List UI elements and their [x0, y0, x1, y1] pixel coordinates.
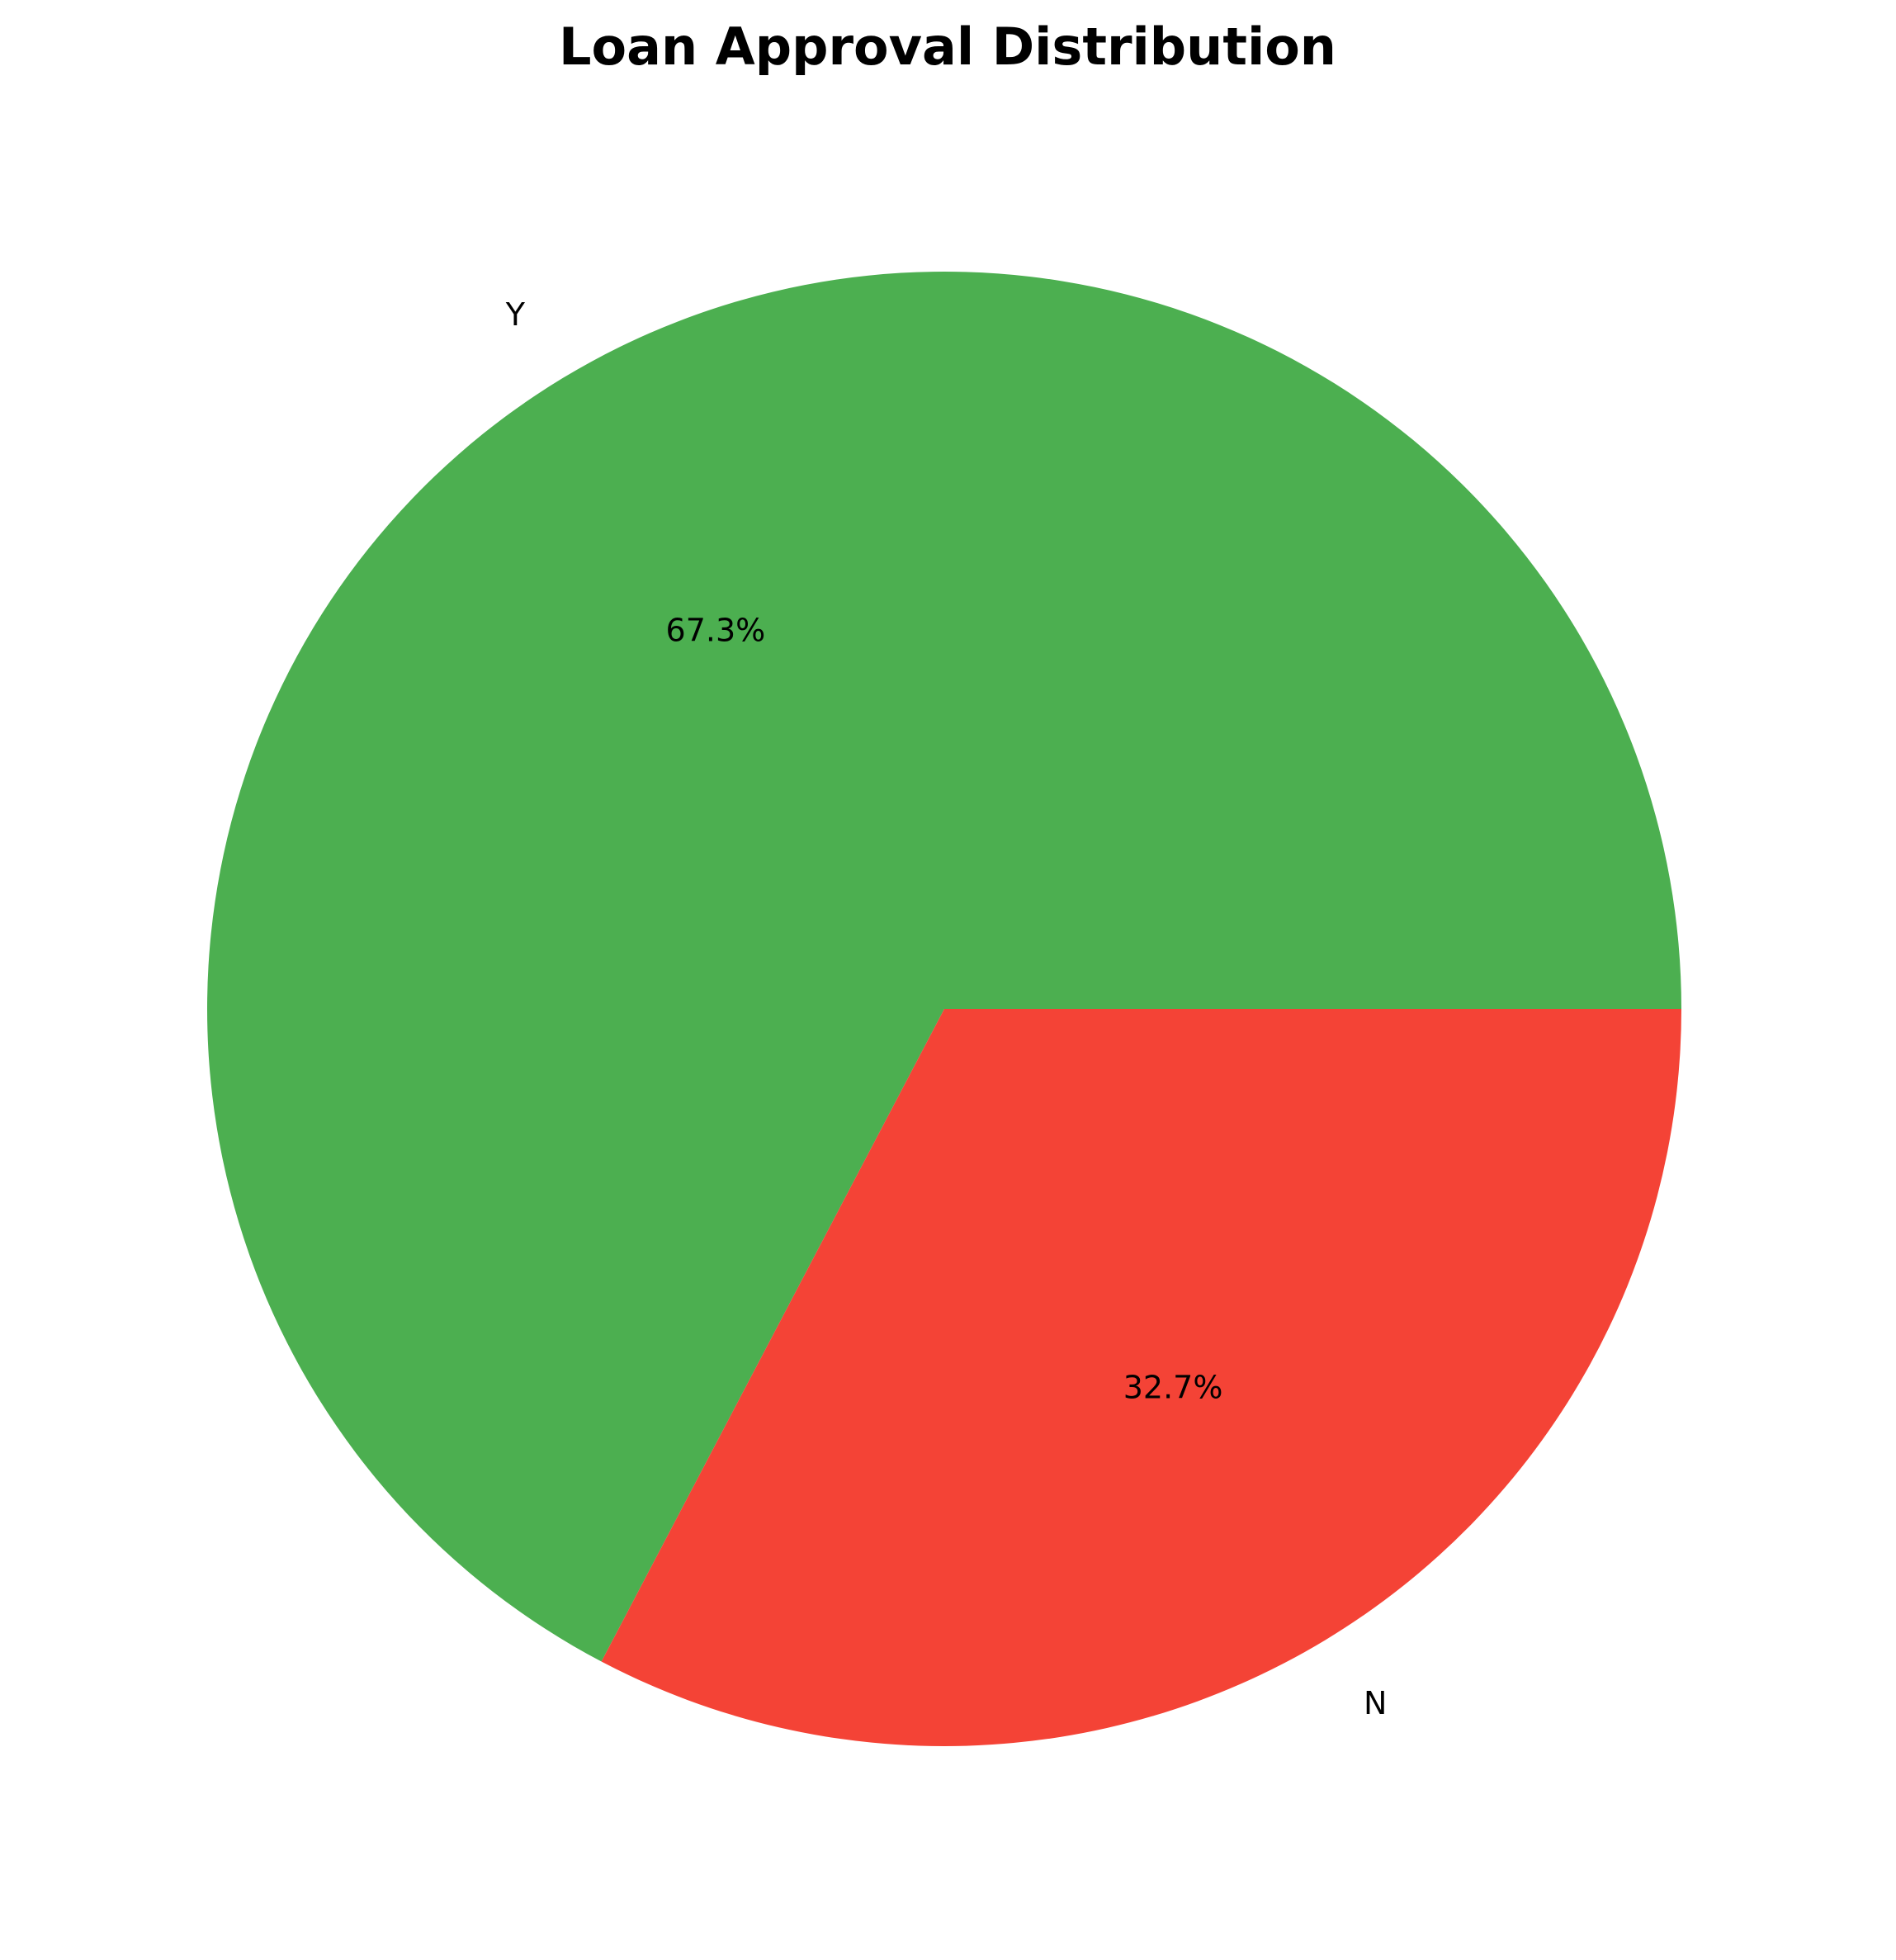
pie-slice-n [601, 1009, 1681, 1747]
slice-label-n: N [1364, 1685, 1387, 1721]
pie-slice-y [206, 272, 1681, 1662]
chart-title: Loan Approval Distribution [559, 17, 1336, 77]
slice-label-y: Y [505, 296, 526, 333]
slice-percent-n: 32.7% [1123, 1370, 1223, 1406]
pie-group: Y 67.3% N 32.7% [206, 272, 1681, 1747]
slice-percent-y: 67.3% [666, 612, 766, 648]
